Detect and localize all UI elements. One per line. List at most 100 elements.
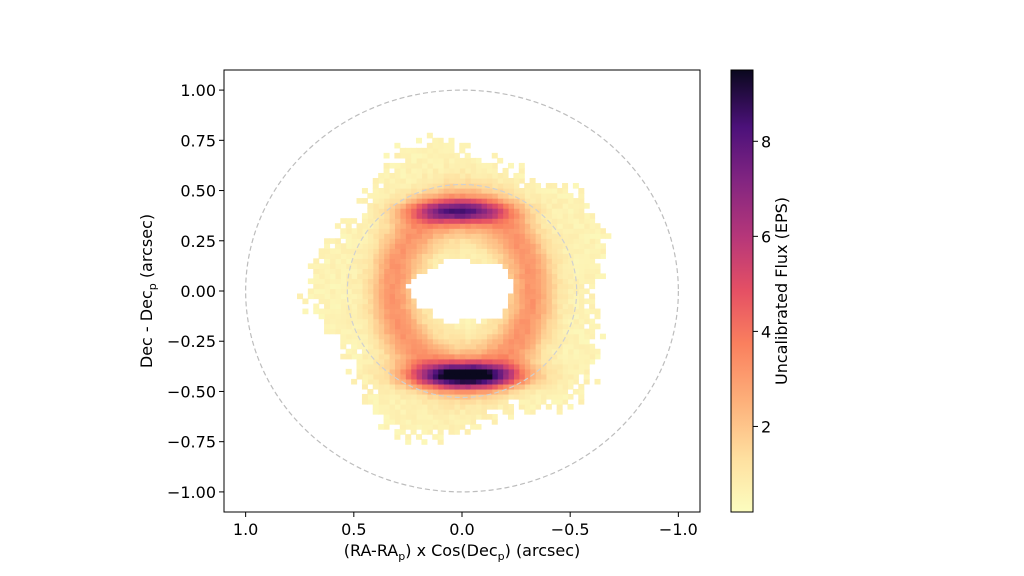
heatmap-pixel-668 xyxy=(507,338,514,345)
heatmap-pixel-2032 xyxy=(345,258,352,264)
heatmap-pixel-1913 xyxy=(367,203,374,209)
heatmap-pixel-1402 xyxy=(421,147,428,154)
heatmap-pixel-219 xyxy=(562,318,569,325)
heatmap-pixel-510 xyxy=(529,198,536,204)
heatmap-pixel-30 xyxy=(589,323,596,330)
heatmap-pixel-1556 xyxy=(405,183,412,189)
heatmap-pixel-348 xyxy=(545,338,552,345)
heatmap-pixel-1340 xyxy=(426,193,433,199)
heatmap-pixel-696 xyxy=(507,183,514,189)
heatmap-pixel-642 xyxy=(513,228,520,234)
heatmap-pixel-1811 xyxy=(378,263,385,269)
heatmap-pixel-1847 xyxy=(372,313,379,320)
heatmap-pixel-224 xyxy=(562,293,569,300)
heatmap-pixel-946 xyxy=(470,383,477,390)
heatmap-pixel-1644 xyxy=(394,308,401,315)
heatmap-pixel-433 xyxy=(535,353,542,360)
heatmap-pixel-36 xyxy=(589,283,596,290)
heatmap-pixel-2056 xyxy=(340,273,347,280)
heatmap-pixel-120 xyxy=(578,198,585,204)
heatmap-pixel-323 xyxy=(551,243,558,249)
heatmap-pixel-139 xyxy=(572,303,579,310)
heatmap-pixel-924 xyxy=(475,223,482,229)
heatmap-pixel-1593 xyxy=(399,283,406,290)
heatmap-pixel-1873 xyxy=(372,183,379,189)
heatmap-pixel-1344 xyxy=(426,172,433,179)
heatmap-pixel-62 xyxy=(583,318,590,325)
heatmap-pixel-1677 xyxy=(388,414,395,420)
heatmap-pixel-517 xyxy=(524,398,531,405)
heatmap-pixel-1070 xyxy=(453,424,460,430)
heatmap-pixel-1115 xyxy=(448,414,455,420)
heatmap-pixel-1893 xyxy=(367,303,374,310)
heatmap-pixel-147 xyxy=(572,263,579,269)
heatmap-pixel-1486 xyxy=(410,248,417,254)
heatmap-pixel-770 xyxy=(497,198,504,204)
heatmap-pixel-1311 xyxy=(426,378,433,385)
heatmap-pixel-894 xyxy=(480,172,487,179)
heatmap-pixel-48 xyxy=(589,223,596,229)
heatmap-pixel-1454 xyxy=(410,429,417,435)
heatmap-pixel-2133 xyxy=(318,253,325,259)
heatmap-pixel-996 xyxy=(464,348,471,355)
heatmap-pixel-1139 xyxy=(448,228,455,234)
heatmap-pixel-1965 xyxy=(356,313,363,320)
heatmap-pixel-1857 xyxy=(372,263,379,269)
heatmap-pixel-2049 xyxy=(340,308,347,315)
heatmap-pixel-1240 xyxy=(437,193,444,199)
heatmap-pixel-107 xyxy=(578,263,585,269)
heatmap-pixel-1161 xyxy=(443,409,450,415)
heatmap-pixel-0 xyxy=(605,233,612,239)
heatmap-pixel-1206 xyxy=(437,419,444,425)
heatmap-pixel-316 xyxy=(551,278,558,285)
heatmap-pixel-181 xyxy=(567,298,574,305)
heatmap-pixel-536 xyxy=(524,303,531,310)
heatmap-pixel-6 xyxy=(599,233,606,239)
heatmap-pixel-999 xyxy=(464,333,471,340)
heatmap-pixel-869 xyxy=(480,353,487,360)
heatmap-pixel-615 xyxy=(513,363,520,370)
heatmap-pixel-785 xyxy=(491,373,498,380)
heatmap-pixel-1617 xyxy=(399,162,406,169)
heatmap-pixel-1409 xyxy=(416,398,423,405)
heatmap-pixel-2111 xyxy=(324,293,331,300)
heatmap-pixel-1746 xyxy=(383,328,390,335)
heatmap-pixel-2095 xyxy=(329,283,336,290)
heatmap-pixel-2035 xyxy=(345,243,352,249)
heatmap-pixel-39 xyxy=(589,268,596,275)
heatmap-pixel-22 xyxy=(594,228,601,234)
heatmap-pixel-1629 xyxy=(394,383,401,390)
heatmap-pixel-1888 xyxy=(367,328,374,335)
heatmap-pixel-1664 xyxy=(394,208,401,214)
heatmap-pixel-1063 xyxy=(459,172,466,179)
heatmap-pixel-409 xyxy=(540,253,547,259)
heatmap-pixel-1976 xyxy=(356,258,363,264)
heatmap-pixel-232 xyxy=(562,253,569,259)
heatmap-pixel-568 xyxy=(518,368,525,375)
heatmap-pixel-1997 xyxy=(351,298,358,305)
heatmap-pixel-1575 xyxy=(399,373,406,380)
heatmap-pixel-1420 xyxy=(416,343,423,350)
heatmap-pixel-392 xyxy=(540,338,547,345)
heatmap-pixel-243 xyxy=(562,198,569,204)
heatmap-pixel-1827 xyxy=(378,177,385,184)
heatmap-pixel-2108 xyxy=(324,308,331,315)
heatmap-pixel-1894 xyxy=(367,298,374,305)
heatmap-pixel-1947 xyxy=(361,233,368,239)
heatmap-pixel-1608 xyxy=(399,208,406,214)
heatmap-pixel-658 xyxy=(507,388,514,395)
heatmap-pixel-1838 xyxy=(372,358,379,365)
heatmap-pixel-1024 xyxy=(464,142,471,149)
heatmap-pixel-1037 xyxy=(459,363,466,370)
heatmap-pixel-1799 xyxy=(378,323,385,330)
heatmap-pixel-1653 xyxy=(394,263,401,269)
heatmap-pixel-346 xyxy=(545,348,552,355)
heatmap-pixel-1624 xyxy=(394,409,401,415)
heatmap-pixel-206 xyxy=(562,383,569,390)
heatmap-pixel-182 xyxy=(567,293,574,300)
heatmap-pixel-1252 xyxy=(432,434,439,440)
heatmap-pixel-246 xyxy=(562,183,569,189)
heatmap-pixel-1436 xyxy=(416,228,423,234)
heatmap-pixel-1724 xyxy=(388,177,395,184)
heatmap-pixel-31 xyxy=(589,318,596,325)
